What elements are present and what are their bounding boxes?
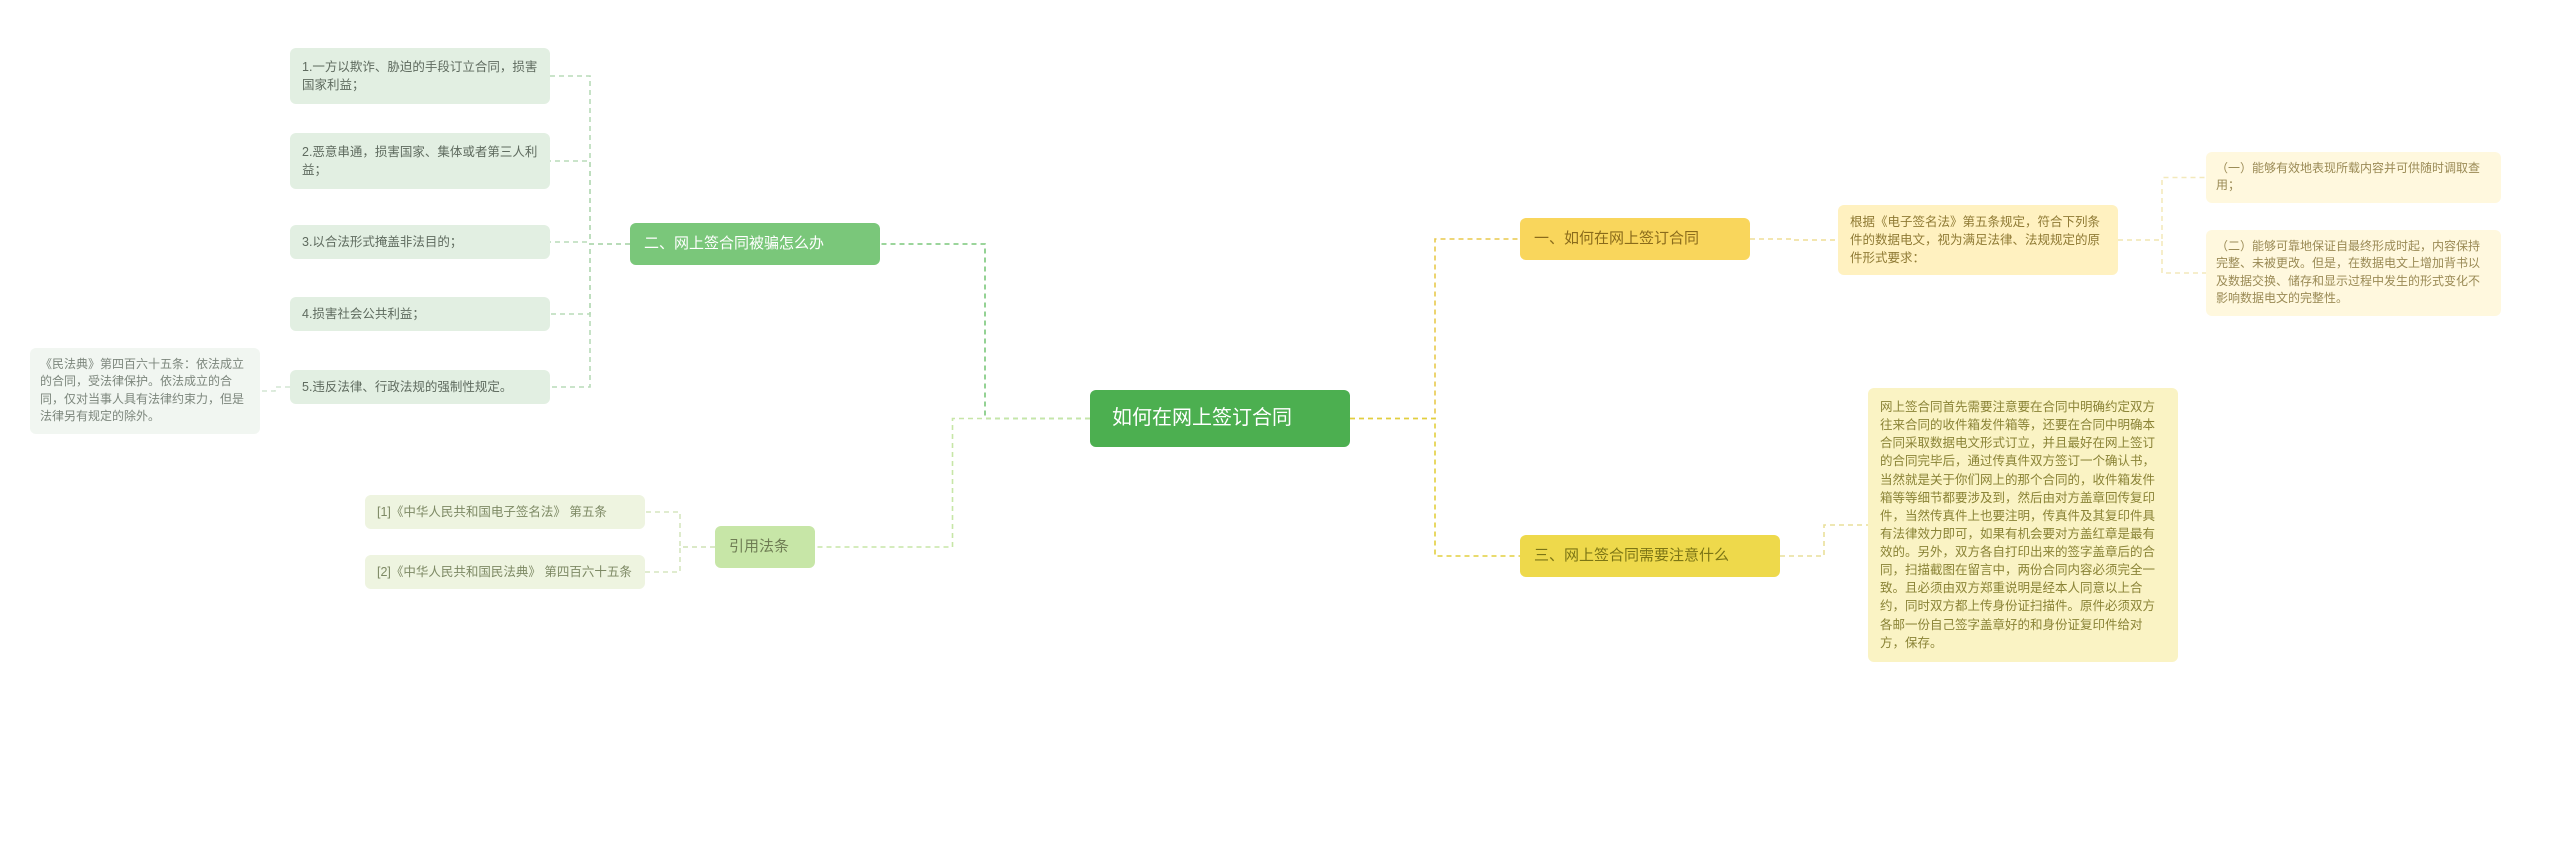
node-l2-4: 4.损害社会公共利益； [290, 297, 550, 331]
node-l-section-cite: 引用法条 [715, 526, 815, 568]
root-node: 如何在网上签订合同 [1090, 390, 1350, 447]
node-r1-1-1: （一）能够有效地表现所载内容并可供随时调取查用； [2206, 152, 2501, 203]
node-r1-1-2: （二）能够可靠地保证自最终形成时起，内容保持完整、未被更改。但是，在数据电文上增… [2206, 230, 2501, 316]
node-r1-1: 根据《电子签名法》第五条规定，符合下列条件的数据电文，视为满足法律、法规规定的原… [1838, 205, 2118, 275]
node-l2-2: 2.恶意串通，损害国家、集体或者第三人利益； [290, 133, 550, 189]
node-l-section-2: 二、网上签合同被骗怎么办 [630, 223, 880, 265]
node-r-section-3: 三、网上签合同需要注意什么 [1520, 535, 1780, 577]
node-l2-1: 1.一方以欺诈、胁迫的手段订立合同，损害国家利益； [290, 48, 550, 104]
node-lc-2: [2]《中华人民共和国民法典》 第四百六十五条 [365, 555, 645, 589]
node-l2-5-1: 《民法典》第四百六十五条：依法成立的合同，受法律保护。依法成立的合同，仅对当事人… [30, 348, 260, 434]
node-l2-3: 3.以合法形式掩盖非法目的； [290, 225, 550, 259]
node-r-section-1: 一、如何在网上签订合同 [1520, 218, 1750, 260]
node-r3-1: 网上签合同首先需要注意要在合同中明确约定双方往来合同的收件箱发件箱等，还要在合同… [1868, 388, 2178, 662]
node-lc-1: [1]《中华人民共和国电子签名法》 第五条 [365, 495, 645, 529]
node-l2-5: 5.违反法律、行政法规的强制性规定。 [290, 370, 550, 404]
